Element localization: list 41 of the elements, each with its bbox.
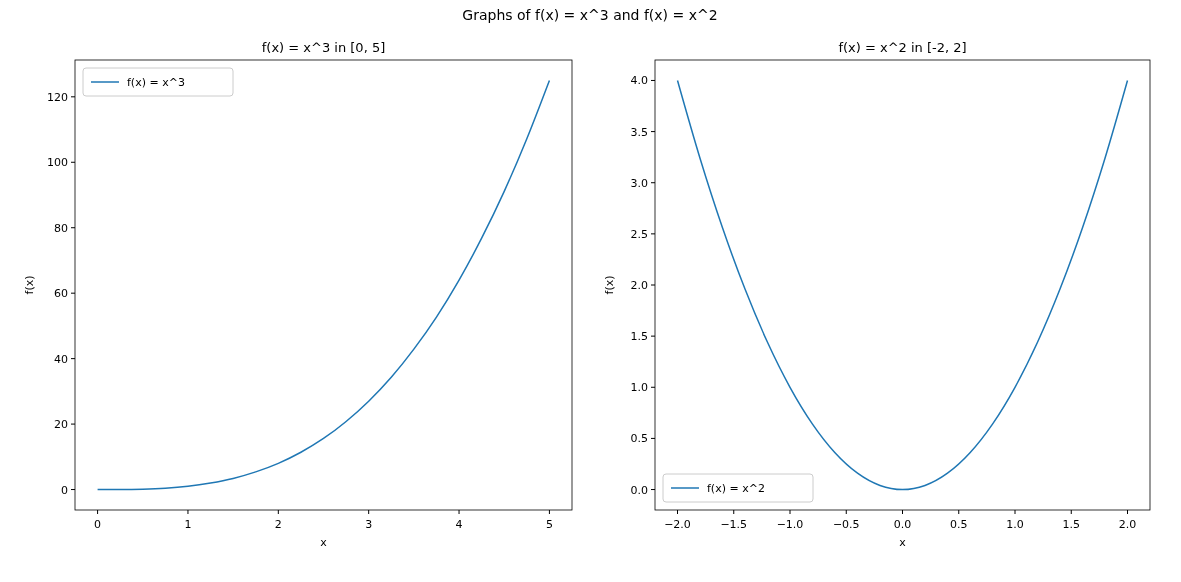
- x-tick-label: 2.0: [1118, 518, 1137, 531]
- x-tick-label: 2: [274, 518, 282, 531]
- y-axis-title: f(x): [603, 275, 616, 295]
- y-tick-label: 2.5: [630, 227, 648, 241]
- y-tick-label: 3.5: [630, 125, 648, 139]
- legend-label: f(x) = x^2: [707, 482, 765, 495]
- y-tick-label: 1.0: [630, 381, 648, 395]
- y-tick-label: 60: [54, 287, 68, 301]
- x-tick-label: 1.5: [1062, 518, 1080, 531]
- y-tick-label: 3.0: [630, 176, 648, 190]
- y-tick-label: 0: [61, 483, 68, 497]
- y-tick-label: 40: [54, 352, 68, 366]
- chart-title: f(x) = x^2 in [-2, 2]: [838, 40, 967, 55]
- y-tick-label: 80: [54, 221, 68, 235]
- legend-label: f(x) = x^3: [127, 76, 185, 89]
- y-tick-label: 0.0: [630, 483, 648, 497]
- chart-title: f(x) = x^3 in [0, 5]: [261, 40, 386, 55]
- x-tick-label: 4: [455, 518, 463, 531]
- x-tick-label: 0.0: [893, 518, 912, 531]
- x-tick-label: 1: [184, 518, 192, 531]
- x-tick-label: −1.0: [776, 518, 804, 531]
- x-axis-title: x: [320, 536, 328, 549]
- y-tick-label: 0.5: [630, 432, 648, 446]
- text: Graphs of f(x) = x^3 and f(x) = x^2: [462, 7, 718, 23]
- x-tick-label: −0.5: [832, 518, 860, 531]
- y-tick-label: 120: [47, 90, 68, 104]
- x-tick-label: 5: [545, 518, 553, 531]
- y-tick-label: 100: [47, 156, 68, 170]
- x-tick-label: 1.0: [1006, 518, 1024, 531]
- x-axis-title: x: [899, 536, 907, 549]
- y-tick-label: 2.0: [630, 279, 648, 292]
- x-tick-label: 3: [365, 518, 373, 531]
- y-tick-label: 20: [54, 418, 68, 432]
- y-axis-title: f(x): [23, 275, 36, 295]
- x-tick-label: −2.0: [664, 518, 691, 531]
- x-tick-label: −1.5: [720, 518, 748, 531]
- x-tick-label: 0.5: [950, 518, 968, 531]
- x-tick-label: 0: [94, 518, 102, 531]
- y-tick-label: 1.5: [630, 330, 648, 344]
- y-tick-label: 4.0: [630, 74, 648, 88]
- line-series: [96, 79, 551, 491]
